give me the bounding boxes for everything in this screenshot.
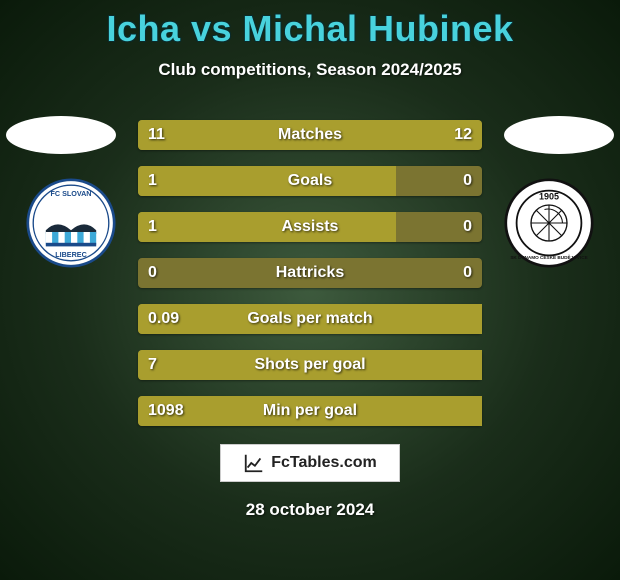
stat-value-left: 0 xyxy=(148,258,157,288)
svg-text:FC SLOVAN: FC SLOVAN xyxy=(51,189,92,198)
stat-row: Hattricks0 0 xyxy=(138,258,482,288)
svg-text:1905: 1905 xyxy=(539,192,559,202)
stat-label: Assists xyxy=(138,212,482,242)
stat-label: Min per goal xyxy=(138,396,482,426)
stat-row: Shots per goal7 xyxy=(138,350,482,380)
fctables-logo: FcTables.com xyxy=(220,444,400,482)
stat-label: Goals xyxy=(138,166,482,196)
stats-container: Matches1112Goals10Assists10Hattricks00Go… xyxy=(138,120,482,442)
stat-value-right: 0 xyxy=(463,166,472,196)
player-silhouette-right xyxy=(504,116,614,154)
stat-row: Goals per match0.09 xyxy=(138,304,482,334)
chart-icon xyxy=(243,452,265,474)
club-badge-left: FC SLOVAN LIBEREC xyxy=(26,178,116,268)
stat-value-left: 1 xyxy=(148,166,157,196)
stat-row: Matches11 12 xyxy=(138,120,482,150)
stat-value-left: 1 xyxy=(148,212,157,242)
player-silhouette-left xyxy=(6,116,116,154)
footer-date: 28 october 2024 xyxy=(0,500,620,520)
fctables-logo-text: FcTables.com xyxy=(271,454,377,472)
stat-value-left: 1098 xyxy=(148,396,184,426)
comparison-subtitle: Club competitions, Season 2024/2025 xyxy=(0,60,620,80)
stat-row: Assists1 0 xyxy=(138,212,482,242)
stat-value-right: 0 xyxy=(463,258,472,288)
stat-label: Matches xyxy=(138,120,482,150)
svg-text:LIBEREC: LIBEREC xyxy=(55,250,87,259)
stat-label: Shots per goal xyxy=(138,350,482,380)
stat-value-left: 11 xyxy=(148,120,165,150)
stat-row: Goals1 0 xyxy=(138,166,482,196)
comparison-title: Icha vs Michal Hubinek xyxy=(0,0,620,50)
stat-value-left: 7 xyxy=(148,350,157,380)
stat-value-right: 0 xyxy=(463,212,472,242)
stat-value-left: 0.09 xyxy=(148,304,179,334)
club-badge-right: 1905 SK DYNAMO ČESKÉ BUDĚJOVICE xyxy=(504,178,594,268)
stat-value-right: 12 xyxy=(454,120,472,150)
stat-label: Hattricks xyxy=(138,258,482,288)
stat-row: Min per goal1098 xyxy=(138,396,482,426)
stat-label: Goals per match xyxy=(138,304,482,334)
